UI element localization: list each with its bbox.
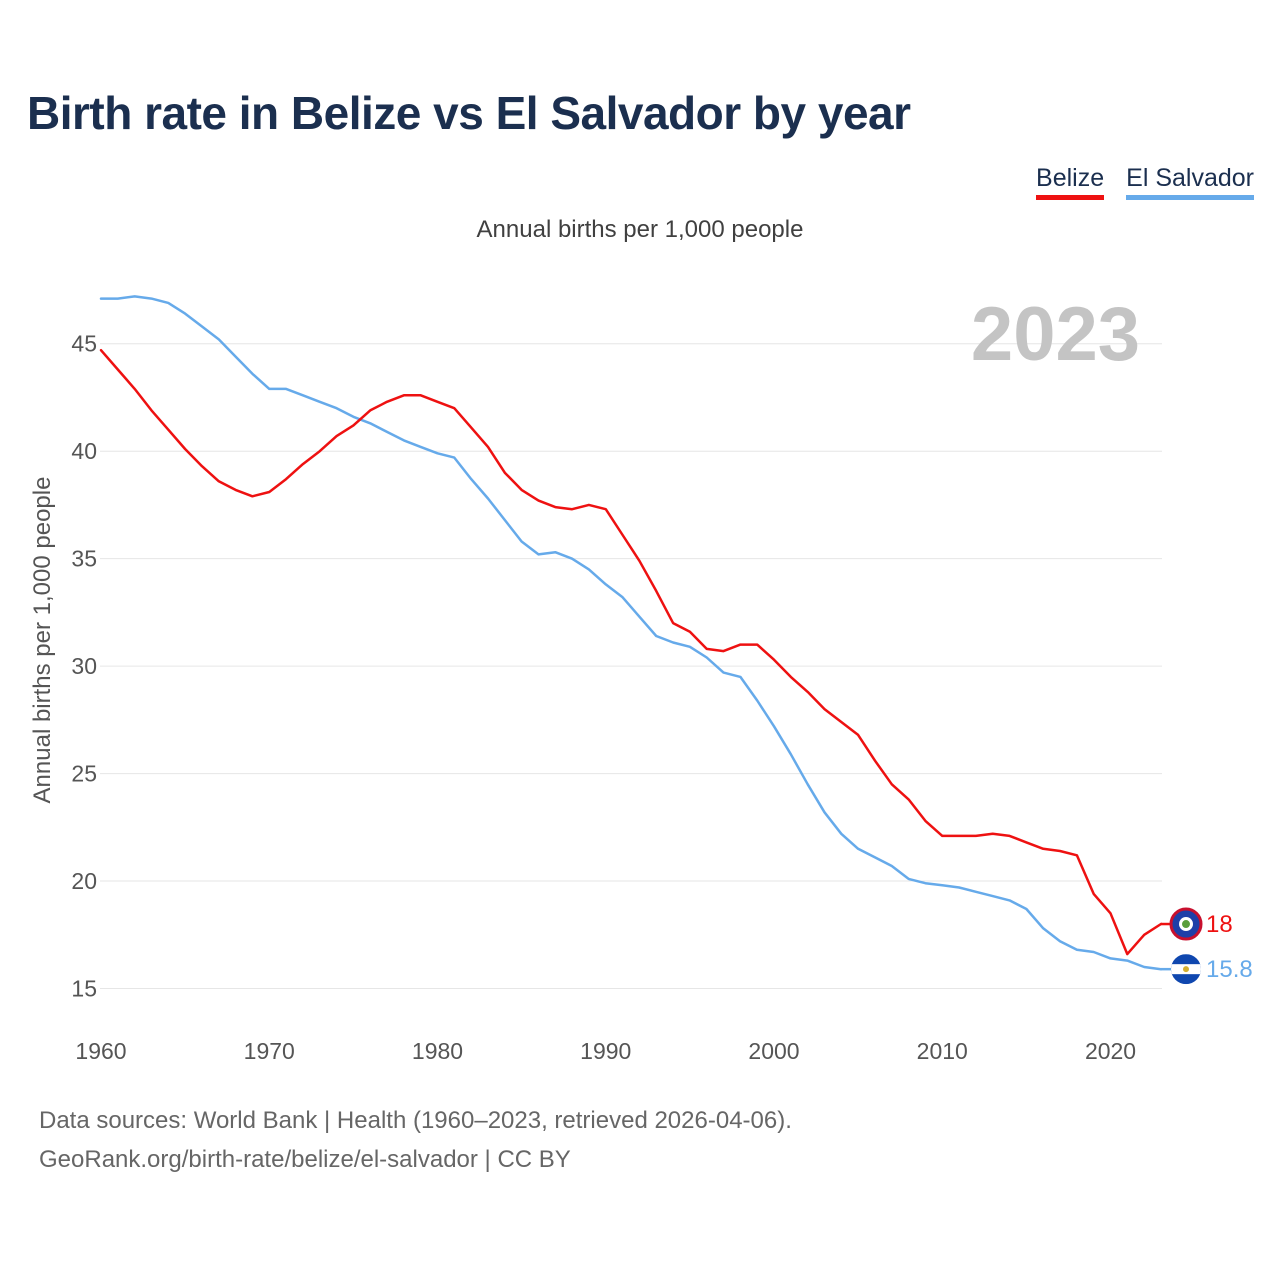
year-watermark: 2023: [971, 292, 1140, 377]
end-value-label: 18: [1206, 911, 1233, 938]
gridlines: [100, 343, 1162, 990]
y-tick-label: 15: [71, 976, 97, 1002]
end-value-label: 15.8: [1206, 956, 1253, 983]
y-tick-label: 20: [71, 868, 97, 894]
x-tick-label: 2000: [748, 1038, 799, 1064]
series-lines: [99, 295, 1163, 971]
legend-item-el-salvador[interactable]: El Salvador: [1126, 164, 1254, 200]
chart-subtitle: Annual births per 1,000 people: [476, 216, 804, 243]
y-tick-label: 45: [71, 331, 97, 357]
series-line-el-salvador[interactable]: [99, 295, 1163, 971]
x-tick-label: 1970: [244, 1038, 295, 1064]
series-line-belize[interactable]: [99, 348, 1163, 956]
x-tick-label: 2010: [917, 1038, 968, 1064]
x-tick-label: 1980: [412, 1038, 463, 1064]
x-tick-label: 2020: [1085, 1038, 1136, 1064]
y-tick-label: 35: [71, 546, 97, 572]
y-tick-label: 40: [71, 438, 97, 464]
page-title: Birth rate in Belize vs El Salvador by y…: [27, 87, 911, 139]
x-tick-label: 1960: [75, 1038, 126, 1064]
y-axis-ticks: 15 20 25 30 35 40 45: [71, 331, 97, 1002]
y-tick-label: 30: [71, 653, 97, 679]
y-tick-label: 25: [71, 761, 97, 787]
footer-attribution: GeoRank.org/birth-rate/belize/el-salvado…: [39, 1146, 571, 1173]
legend-item-belize[interactable]: Belize: [1036, 164, 1105, 200]
legend: Belize El Salvador: [1036, 164, 1254, 200]
belize-flag-icon: [1169, 907, 1203, 941]
x-tick-label: 1990: [580, 1038, 631, 1064]
series-end-markers: 18 15.8: [1161, 907, 1253, 985]
el-salvador-flag-icon: [1171, 954, 1201, 985]
x-axis-ticks: 1960 1970 1980 1990 2000 2010 2020: [75, 1038, 1136, 1064]
footer-sources: Data sources: World Bank | Health (1960–…: [39, 1107, 792, 1134]
